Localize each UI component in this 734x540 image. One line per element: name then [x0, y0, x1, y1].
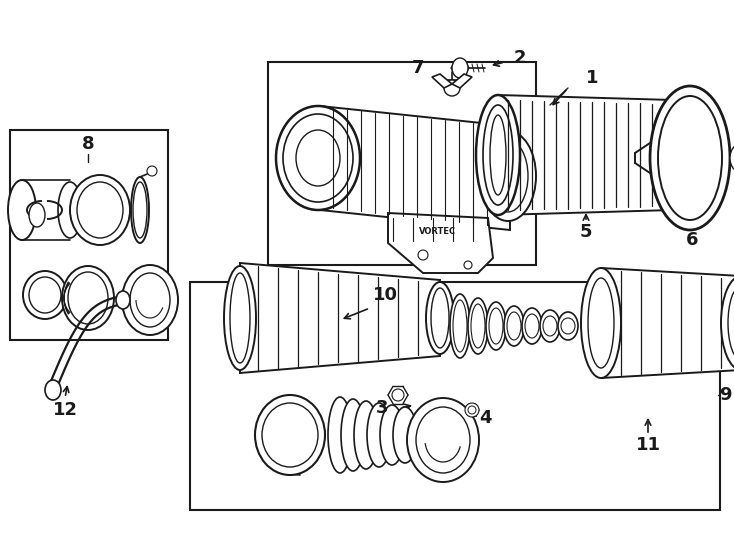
Ellipse shape: [431, 288, 449, 348]
Ellipse shape: [471, 304, 485, 348]
Ellipse shape: [464, 261, 472, 269]
Ellipse shape: [525, 314, 539, 338]
Ellipse shape: [276, 106, 360, 210]
Ellipse shape: [426, 282, 454, 354]
Polygon shape: [240, 263, 440, 373]
Text: 5: 5: [580, 223, 592, 241]
Ellipse shape: [486, 302, 506, 350]
Ellipse shape: [468, 298, 488, 354]
Ellipse shape: [522, 308, 542, 344]
Ellipse shape: [650, 86, 730, 230]
Ellipse shape: [230, 273, 250, 363]
Ellipse shape: [465, 403, 479, 417]
Text: VORTEC: VORTEC: [419, 226, 457, 235]
Ellipse shape: [393, 407, 417, 463]
Ellipse shape: [328, 397, 352, 473]
Ellipse shape: [354, 401, 378, 469]
Ellipse shape: [341, 399, 365, 471]
Ellipse shape: [116, 291, 130, 309]
Ellipse shape: [23, 271, 67, 319]
Text: 8: 8: [81, 135, 94, 153]
Text: 4: 4: [479, 409, 491, 427]
Ellipse shape: [444, 80, 460, 96]
Bar: [190, 282, 720, 510]
Text: 2: 2: [514, 49, 526, 67]
Ellipse shape: [122, 265, 178, 335]
Text: 10: 10: [372, 286, 398, 304]
Ellipse shape: [588, 278, 614, 368]
Polygon shape: [320, 106, 510, 230]
Text: 6: 6: [686, 231, 698, 249]
Text: 1: 1: [586, 69, 598, 87]
Ellipse shape: [62, 266, 114, 330]
Ellipse shape: [561, 318, 575, 334]
Ellipse shape: [658, 96, 722, 220]
Bar: [10, 130, 168, 340]
Ellipse shape: [488, 140, 528, 212]
Ellipse shape: [468, 406, 476, 414]
Ellipse shape: [480, 131, 536, 221]
Text: 11: 11: [636, 436, 661, 454]
Ellipse shape: [416, 407, 470, 473]
Ellipse shape: [507, 312, 521, 340]
Ellipse shape: [483, 105, 513, 205]
Ellipse shape: [8, 180, 36, 240]
Ellipse shape: [721, 276, 734, 370]
Ellipse shape: [392, 389, 404, 401]
Ellipse shape: [504, 306, 524, 346]
Ellipse shape: [540, 310, 560, 342]
Bar: [268, 62, 536, 265]
Text: 7: 7: [412, 59, 424, 77]
Ellipse shape: [367, 403, 391, 467]
Ellipse shape: [224, 266, 256, 370]
Ellipse shape: [651, 100, 695, 210]
Ellipse shape: [296, 130, 340, 186]
Ellipse shape: [29, 203, 45, 227]
Ellipse shape: [452, 58, 468, 78]
Ellipse shape: [581, 268, 621, 378]
Ellipse shape: [489, 308, 503, 344]
Ellipse shape: [670, 115, 706, 195]
Ellipse shape: [558, 312, 578, 340]
Ellipse shape: [255, 395, 325, 475]
Ellipse shape: [130, 273, 170, 327]
Ellipse shape: [58, 182, 82, 238]
Ellipse shape: [262, 403, 318, 467]
Ellipse shape: [657, 110, 689, 200]
Ellipse shape: [490, 115, 506, 195]
Ellipse shape: [730, 144, 734, 172]
Polygon shape: [452, 74, 472, 88]
Ellipse shape: [476, 95, 520, 215]
Ellipse shape: [70, 175, 130, 245]
Text: 9: 9: [719, 386, 731, 404]
Ellipse shape: [380, 405, 404, 465]
Polygon shape: [498, 95, 673, 215]
Ellipse shape: [543, 316, 557, 336]
Ellipse shape: [450, 294, 470, 358]
Polygon shape: [432, 74, 452, 88]
Ellipse shape: [45, 380, 61, 400]
Ellipse shape: [147, 166, 157, 176]
Polygon shape: [601, 268, 734, 378]
Polygon shape: [388, 213, 493, 273]
Text: 12: 12: [53, 401, 78, 419]
Ellipse shape: [728, 286, 734, 360]
Ellipse shape: [133, 182, 147, 238]
Ellipse shape: [77, 182, 123, 238]
Ellipse shape: [68, 272, 108, 324]
Ellipse shape: [29, 277, 61, 313]
Ellipse shape: [418, 250, 428, 260]
Text: 3: 3: [376, 399, 388, 417]
Ellipse shape: [131, 177, 149, 243]
Ellipse shape: [283, 114, 353, 202]
Ellipse shape: [453, 300, 467, 352]
Ellipse shape: [407, 398, 479, 482]
